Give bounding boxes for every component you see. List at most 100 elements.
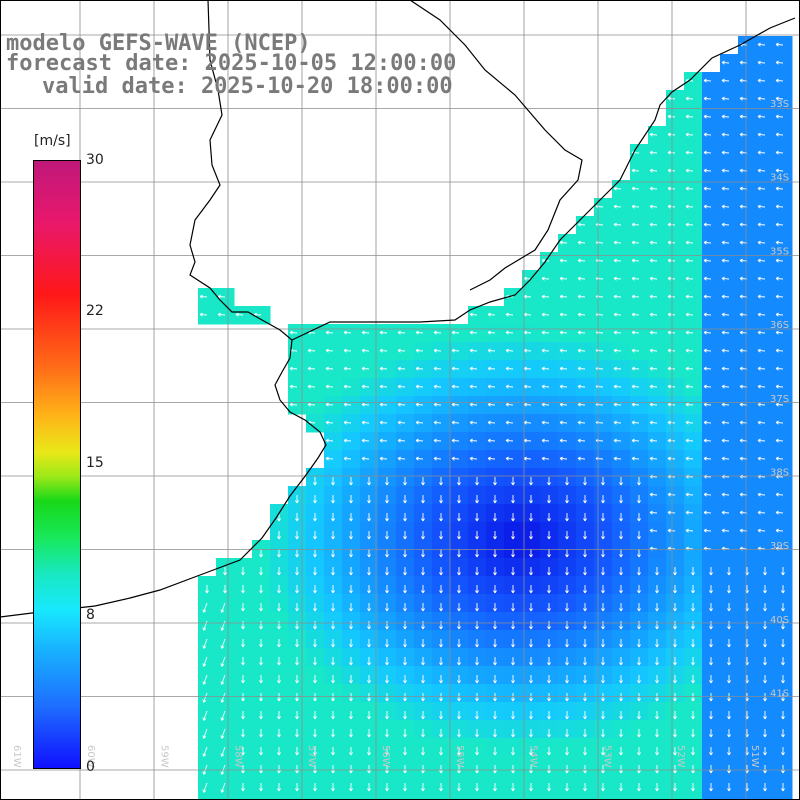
wind-arrow xyxy=(289,331,298,334)
wind-arrow xyxy=(631,439,640,442)
wind-arrow-head xyxy=(656,590,659,594)
wind-arrow-head xyxy=(343,440,347,443)
wind-arrow xyxy=(203,728,208,739)
wind-arrow-head xyxy=(775,386,779,389)
valid-date: valid date: 2025-10-20 18:00:00 xyxy=(42,74,453,99)
wind-arrow xyxy=(415,367,424,370)
wind-arrow-head xyxy=(350,734,353,738)
wind-speed-cell xyxy=(684,468,703,487)
wind-arrow xyxy=(325,457,334,460)
wind-speed-cell xyxy=(576,396,595,415)
wind-arrow-head xyxy=(674,572,677,576)
wind-speed-cell xyxy=(630,342,649,361)
wind-speed-cell xyxy=(702,378,721,397)
wind-speed-cell xyxy=(720,378,739,397)
wind-arrow xyxy=(505,421,514,424)
wind-arrow-head xyxy=(386,788,389,792)
wind-speed-cell xyxy=(702,198,721,217)
wind-arrow xyxy=(757,133,766,136)
wind-arrow-head xyxy=(199,296,203,299)
wind-speed-cell xyxy=(684,108,703,127)
wind-speed-cell xyxy=(666,792,685,800)
wind-speed-cell xyxy=(648,414,667,433)
wind-arrow xyxy=(559,403,568,406)
wind-speed-cell xyxy=(594,432,613,451)
wind-speed-cell xyxy=(558,360,577,379)
wind-arrow-head xyxy=(314,662,317,666)
wind-arrow-head xyxy=(685,458,689,461)
wind-speed-cell xyxy=(576,378,595,397)
wind-arrow-head xyxy=(332,572,335,576)
wind-arrow-head xyxy=(548,518,551,522)
wind-arrow-head xyxy=(278,572,281,576)
wind-arrow xyxy=(307,349,316,352)
wind-arrow-head xyxy=(613,224,617,227)
wind-arrow-head xyxy=(739,188,743,191)
wind-arrow xyxy=(379,439,388,442)
wind-arrow-head xyxy=(559,458,563,461)
wind-speed-cell xyxy=(738,180,757,199)
wind-arrow-head xyxy=(710,734,713,738)
wind-arrow-head xyxy=(703,494,707,497)
wind-arrow xyxy=(757,511,766,514)
wind-arrow-head xyxy=(332,626,335,630)
wind-arrow-head xyxy=(404,626,407,630)
longitude-label: 53W xyxy=(601,745,612,768)
wind-speed-cell xyxy=(522,378,541,397)
wind-arrow-head xyxy=(494,608,497,612)
wind-arrow-head xyxy=(739,368,743,371)
wind-arrow-head xyxy=(458,518,461,522)
wind-arrow-head xyxy=(386,608,389,612)
wind-speed-cell xyxy=(738,162,757,181)
wind-arrow-head xyxy=(674,716,677,720)
wind-arrow-head xyxy=(386,680,389,684)
wind-arrow-head xyxy=(703,224,707,227)
wind-arrow xyxy=(703,133,712,136)
wind-arrow-head xyxy=(530,608,533,612)
wind-arrow xyxy=(649,457,658,460)
wind-arrow-head xyxy=(656,662,659,666)
wind-arrow-head xyxy=(566,608,569,612)
wind-arrow-head xyxy=(757,44,761,47)
wind-speed-cell xyxy=(648,396,667,415)
wind-arrow-head xyxy=(512,608,515,612)
wind-arrow-head xyxy=(494,644,497,648)
wind-arrow xyxy=(433,385,442,388)
wind-arrow xyxy=(685,259,694,262)
wind-arrow-head xyxy=(296,644,299,648)
wind-arrow-head xyxy=(361,386,365,389)
wind-arrow-head xyxy=(314,770,317,774)
wind-arrow-head xyxy=(775,314,779,317)
wind-speed-cell xyxy=(666,432,685,451)
wind-speed-cell xyxy=(738,90,757,109)
wind-arrow xyxy=(775,313,784,316)
wind-arrow-head xyxy=(415,386,419,389)
wind-arrow-head xyxy=(739,386,743,389)
wind-arrow-head xyxy=(494,626,497,630)
wind-arrow xyxy=(757,349,766,352)
wind-arrow-head xyxy=(739,116,743,119)
wind-arrow-head xyxy=(757,350,761,353)
wind-arrow-head xyxy=(379,332,383,335)
wind-speed-cell xyxy=(504,396,523,415)
wind-speed-cell xyxy=(702,180,721,199)
wind-arrow-head xyxy=(757,512,761,515)
wind-arrow-head xyxy=(512,572,515,576)
wind-arrow-head xyxy=(386,482,389,486)
wind-arrow xyxy=(685,511,694,514)
wind-speed-cell xyxy=(738,144,757,163)
wind-arrow xyxy=(559,277,568,280)
wind-arrow xyxy=(541,331,550,334)
wind-arrow-head xyxy=(566,500,569,504)
wind-arrow-head xyxy=(631,206,635,209)
wind-arrow xyxy=(325,421,334,424)
wind-arrow-head xyxy=(541,278,545,281)
wind-speed-cell xyxy=(720,450,739,469)
wind-arrow xyxy=(757,241,766,244)
wind-speed-cell xyxy=(396,414,415,433)
wind-arrow-head xyxy=(203,754,207,757)
wind-arrow-head xyxy=(674,752,677,756)
wind-arrow-head xyxy=(703,386,707,389)
wind-arrow xyxy=(343,421,352,424)
wind-arrow-head xyxy=(350,752,353,756)
